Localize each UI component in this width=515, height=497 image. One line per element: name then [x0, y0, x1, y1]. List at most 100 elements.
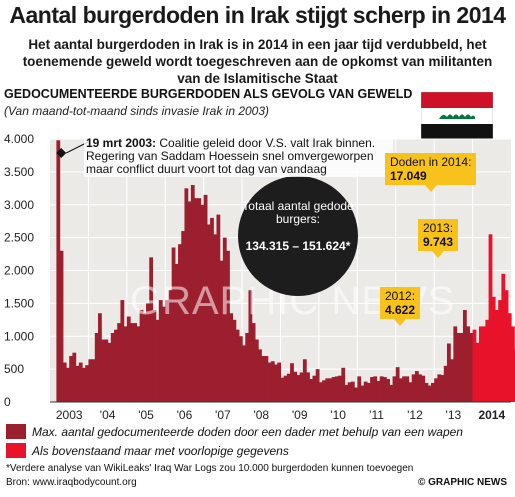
bar — [181, 231, 186, 402]
y-tick-label: 0 — [4, 395, 11, 409]
bar — [229, 313, 234, 402]
bar — [318, 382, 323, 402]
bar — [494, 309, 499, 402]
bar — [261, 355, 266, 402]
x-tick-label: '04 — [100, 408, 116, 422]
bar — [85, 365, 90, 402]
bar — [363, 381, 368, 402]
bar — [274, 364, 278, 402]
callout-2014: Doden in 2014: 17.049 — [385, 153, 477, 192]
invasion-annotation: 19 mrt 2003: Coalitie geleid door V.S. v… — [84, 136, 393, 177]
bar — [446, 343, 451, 402]
bar — [264, 355, 269, 402]
bar — [165, 300, 170, 402]
bar — [501, 273, 506, 402]
bar — [94, 332, 99, 402]
bar — [354, 387, 358, 402]
bar — [430, 382, 435, 402]
bar — [203, 194, 208, 402]
bar — [149, 257, 154, 402]
bar — [59, 250, 64, 402]
total-deaths-badge: Totaal aantal gedode burgers: 134.315 – … — [238, 176, 358, 296]
y-tick-label: 3.000 — [4, 198, 34, 212]
bar — [328, 378, 333, 402]
bar — [117, 323, 122, 402]
bar — [110, 332, 115, 402]
bar — [373, 376, 378, 402]
bar — [306, 372, 310, 402]
bar — [238, 336, 243, 402]
bar — [453, 326, 458, 402]
y-tick-label: 2.000 — [4, 264, 34, 278]
bar — [78, 362, 83, 402]
bar — [235, 329, 240, 402]
bar — [434, 378, 438, 402]
subtitle: Het aantal burgerdoden in Irak is in 201… — [0, 36, 515, 87]
legend-item: Als bovenstaand maar met voorlopige gege… — [6, 443, 289, 458]
bar — [370, 377, 374, 402]
bar — [82, 367, 86, 402]
bar — [286, 373, 291, 402]
bar — [213, 234, 218, 402]
bar — [357, 376, 362, 402]
bar — [222, 237, 227, 402]
x-tick-label: '10 — [330, 408, 346, 422]
section-subtitle: (Van maand-tot-maand sinds invasie Irak … — [4, 104, 270, 118]
y-tick-label: 1.500 — [4, 296, 34, 310]
bar — [469, 332, 474, 402]
bar — [482, 326, 486, 402]
bar — [366, 382, 371, 402]
bar — [478, 326, 483, 402]
bar — [267, 362, 272, 402]
bar — [341, 367, 346, 402]
bar — [462, 309, 467, 402]
callout-2012: 2012: 4.622 — [380, 287, 421, 326]
bar — [507, 313, 512, 402]
bar — [408, 382, 413, 402]
bar — [130, 323, 134, 402]
bar — [123, 326, 128, 402]
bar — [498, 300, 502, 402]
bar — [168, 290, 173, 402]
subtitle-line: van de Islamitische Staat — [177, 71, 338, 86]
bar — [440, 375, 445, 402]
subtitle-line: Het aantal burgerdoden in Irak is in 201… — [28, 37, 487, 52]
bar — [411, 374, 416, 402]
bar — [62, 362, 67, 402]
bar — [162, 306, 166, 402]
bar — [459, 332, 464, 402]
bar — [293, 371, 298, 402]
x-tick-label: '07 — [215, 408, 231, 422]
bar — [325, 378, 330, 402]
bar — [379, 376, 384, 402]
bar — [466, 326, 470, 402]
bar — [136, 326, 141, 402]
bar — [491, 296, 496, 402]
bar — [226, 250, 230, 402]
bar — [206, 224, 211, 402]
source: Bron: www.iraqbodycount.org — [6, 477, 137, 488]
bar — [280, 377, 285, 402]
legend-swatch — [6, 443, 26, 458]
bar — [338, 375, 342, 402]
y-tick-label: 500 — [4, 362, 24, 376]
bar — [488, 234, 493, 402]
bar — [418, 374, 422, 402]
bar — [322, 380, 326, 402]
legend-swatch — [6, 424, 26, 439]
callout-2013: 2013: 9.743 — [418, 219, 459, 258]
callout-2013-value: 9.743 — [423, 235, 454, 249]
bar — [216, 214, 221, 402]
bar — [126, 316, 131, 402]
bar — [254, 339, 259, 402]
bar — [174, 263, 179, 402]
bar — [405, 376, 410, 402]
bar — [299, 372, 304, 402]
bar — [376, 380, 381, 402]
bar — [142, 313, 147, 402]
bar — [88, 359, 93, 402]
subtitle-line: toenemende geweld wordt toegeschreven aa… — [22, 54, 493, 69]
bar — [232, 319, 237, 402]
bar — [395, 367, 400, 402]
bar — [187, 201, 192, 402]
